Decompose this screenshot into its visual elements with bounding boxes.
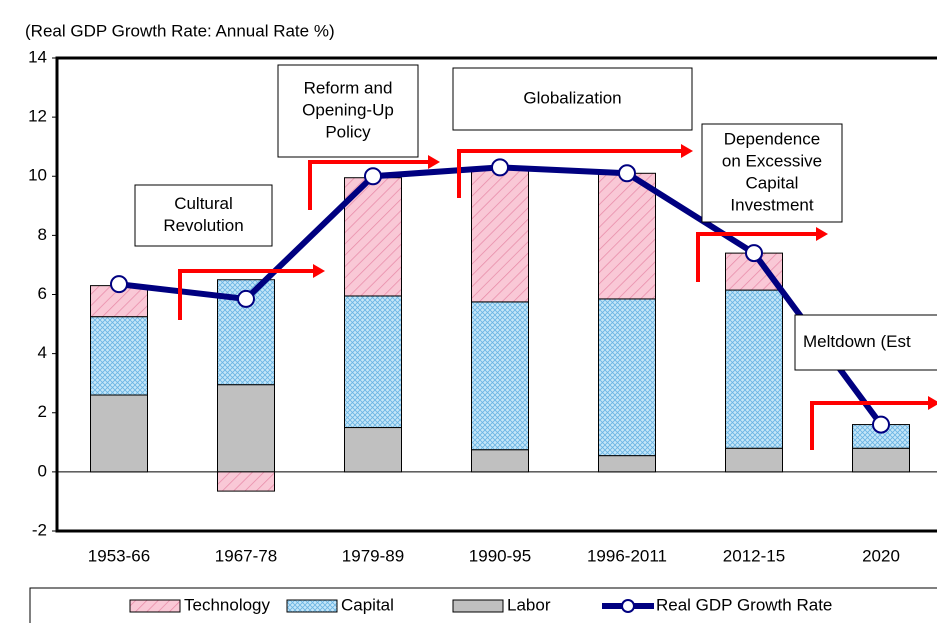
- annotation-arrow: [308, 160, 430, 210]
- line-point: [237, 289, 255, 308]
- annotation-arrowhead: [816, 227, 828, 241]
- legend-swatch: [621, 599, 635, 613]
- annotation-text: Meltdown (Est: [803, 332, 911, 351]
- y-tick-label: 4: [38, 343, 47, 362]
- annotation-box: [701, 123, 843, 223]
- bar-segment: [471, 166, 529, 303]
- bar-segment: [471, 449, 529, 473]
- y-tick-label: 0: [38, 461, 47, 480]
- line-point: [491, 158, 509, 177]
- bar-segment: [598, 172, 656, 300]
- bar-segment: [598, 455, 656, 473]
- bar-segment: [598, 298, 656, 457]
- bar-segment: [725, 447, 783, 473]
- bar-segment: [217, 471, 275, 492]
- chart-title: (Real GDP Growth Rate: Annual Rate %): [25, 21, 335, 40]
- line-point: [364, 167, 382, 186]
- annotation-text: Investment: [730, 195, 813, 214]
- line-point: [872, 415, 890, 434]
- legend-swatch: [286, 599, 338, 613]
- plot-frame: [55, 56, 937, 533]
- annotation-arrowhead: [313, 264, 325, 278]
- annotation-text: Policy: [325, 122, 371, 141]
- annotation-arrow: [178, 269, 315, 320]
- x-tick-label: 2020: [862, 546, 900, 565]
- y-tick-label: 10: [28, 166, 47, 185]
- bar-segment: [852, 447, 910, 473]
- annotation-arrow: [696, 232, 818, 282]
- annotation-arrowhead: [928, 396, 937, 410]
- y-tick-label: 2: [38, 402, 47, 421]
- bar-segment: [471, 301, 529, 451]
- legend-label: Labor: [507, 595, 551, 614]
- x-tick-label: 1979-89: [342, 546, 404, 565]
- x-tick-label: 1996-2011: [587, 546, 667, 565]
- annotation-text: Dependence: [724, 129, 820, 148]
- annotation-text: Cultural: [174, 194, 233, 213]
- annotation-text: Capital: [746, 173, 799, 192]
- annotation-arrowhead: [681, 144, 693, 158]
- legend-swatch: [452, 599, 504, 613]
- y-tick-label: 8: [38, 225, 47, 244]
- annotation-arrow: [810, 401, 930, 450]
- bar-segment: [90, 394, 148, 473]
- bar-segment: [725, 289, 783, 449]
- annotation-text: Revolution: [163, 216, 243, 235]
- x-tick-label: 1967-78: [215, 546, 277, 565]
- annotation-text: Reform and: [304, 78, 393, 97]
- annotation-text: Globalization: [523, 88, 621, 107]
- y-tick-label: 6: [38, 284, 47, 303]
- legend-label: Capital: [341, 595, 394, 614]
- legend-label: Real GDP Growth Rate: [656, 595, 832, 614]
- y-tick-label: 12: [28, 107, 47, 126]
- bar-segment: [344, 427, 402, 473]
- annotation-text: Opening-Up: [302, 100, 394, 119]
- bar-segment: [217, 384, 275, 473]
- annotation-arrow: [457, 149, 683, 198]
- x-tick-label: 1953-66: [88, 546, 150, 565]
- x-tick-label: 1990-95: [469, 546, 531, 565]
- line-point: [745, 244, 763, 263]
- y-tick-label: -2: [32, 520, 47, 539]
- y-tick-label: 14: [28, 47, 47, 66]
- annotation-box: [794, 314, 937, 371]
- annotation-arrowhead: [428, 155, 440, 169]
- annotation-box: [277, 64, 419, 158]
- annotation-box: [134, 184, 273, 247]
- annotation-text: on Excessive: [722, 151, 822, 170]
- legend-label: Technology: [184, 595, 271, 614]
- annotation-box: [452, 67, 693, 131]
- bar-segment: [90, 316, 148, 396]
- legend-swatch: [129, 599, 181, 613]
- bar-segment: [344, 295, 402, 429]
- x-tick-label: 2012-15: [723, 546, 785, 565]
- line-point: [110, 275, 128, 294]
- line-point: [618, 164, 636, 183]
